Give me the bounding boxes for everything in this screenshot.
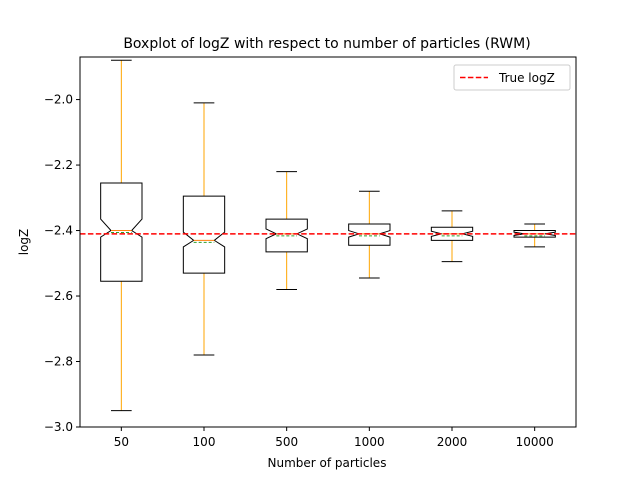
plot-area: −3.0 −2.8 −2.6 −2.4 −2.2 −2.0 50 100 500 1000 2000… [44,56,577,449]
chart-title: Boxplot of logZ with respect to number o… [123,36,530,52]
y-axis-label: logZ [17,229,31,256]
y-tick-label: −3.0 [44,420,73,434]
box-2000 [430,226,474,241]
x-axis-label: Number of particles [268,456,387,470]
y-tick-label: −2.8 [44,355,73,369]
x-tick-label: 100 [193,435,216,449]
box-100 [182,195,226,274]
x-tick-label: 50 [114,435,129,449]
y-tick-label: −2.2 [44,158,73,172]
y-tick-label: −2.6 [44,289,73,303]
plot-background [80,57,576,427]
legend-frame [453,64,571,91]
x-tick-label: 10000 [516,435,554,449]
box-500 [265,218,308,253]
plot-frame [79,56,577,428]
x-tick-label: 500 [275,435,298,449]
y-tick-label: −2.4 [44,224,73,238]
box-50 [100,182,143,282]
legend: True logZ [453,64,571,91]
x-tick-label: 1000 [354,435,385,449]
legend-label-true-logz: True logZ [498,71,555,85]
x-tick-label: 2000 [437,435,468,449]
box-1000 [348,223,391,246]
y-tick-label: −2.0 [44,93,73,107]
box-10000 [513,230,556,238]
